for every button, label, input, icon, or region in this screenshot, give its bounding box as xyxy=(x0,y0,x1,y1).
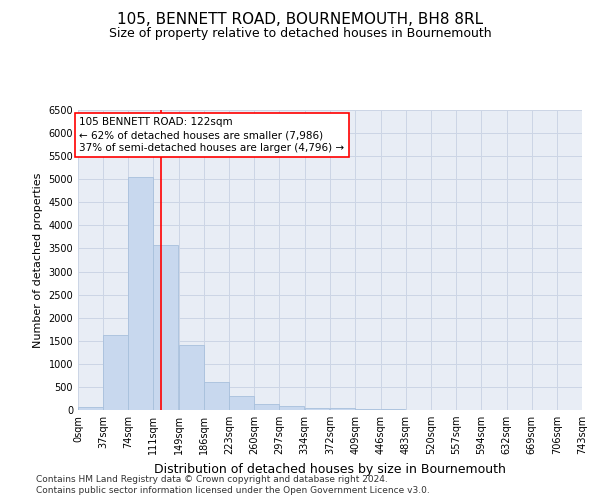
Text: Contains public sector information licensed under the Open Government Licence v3: Contains public sector information licen… xyxy=(36,486,430,495)
Bar xyxy=(128,177,153,410)
Bar xyxy=(179,346,204,410)
Bar xyxy=(305,408,329,410)
Bar xyxy=(254,404,279,410)
Bar xyxy=(331,408,355,410)
Bar xyxy=(380,409,405,410)
Text: Contains HM Land Registry data © Crown copyright and database right 2024.: Contains HM Land Registry data © Crown c… xyxy=(36,475,388,484)
Bar xyxy=(280,406,304,410)
Text: 105, BENNETT ROAD, BOURNEMOUTH, BH8 8RL: 105, BENNETT ROAD, BOURNEMOUTH, BH8 8RL xyxy=(117,12,483,28)
Bar xyxy=(103,335,128,410)
Bar xyxy=(204,382,229,410)
Bar xyxy=(78,406,103,410)
Y-axis label: Number of detached properties: Number of detached properties xyxy=(33,172,43,348)
Text: Size of property relative to detached houses in Bournemouth: Size of property relative to detached ho… xyxy=(109,28,491,40)
Bar xyxy=(229,396,254,410)
X-axis label: Distribution of detached houses by size in Bournemouth: Distribution of detached houses by size … xyxy=(154,462,506,475)
Text: 105 BENNETT ROAD: 122sqm
← 62% of detached houses are smaller (7,986)
37% of sem: 105 BENNETT ROAD: 122sqm ← 62% of detach… xyxy=(79,117,344,154)
Bar xyxy=(153,245,178,410)
Bar xyxy=(355,408,380,410)
